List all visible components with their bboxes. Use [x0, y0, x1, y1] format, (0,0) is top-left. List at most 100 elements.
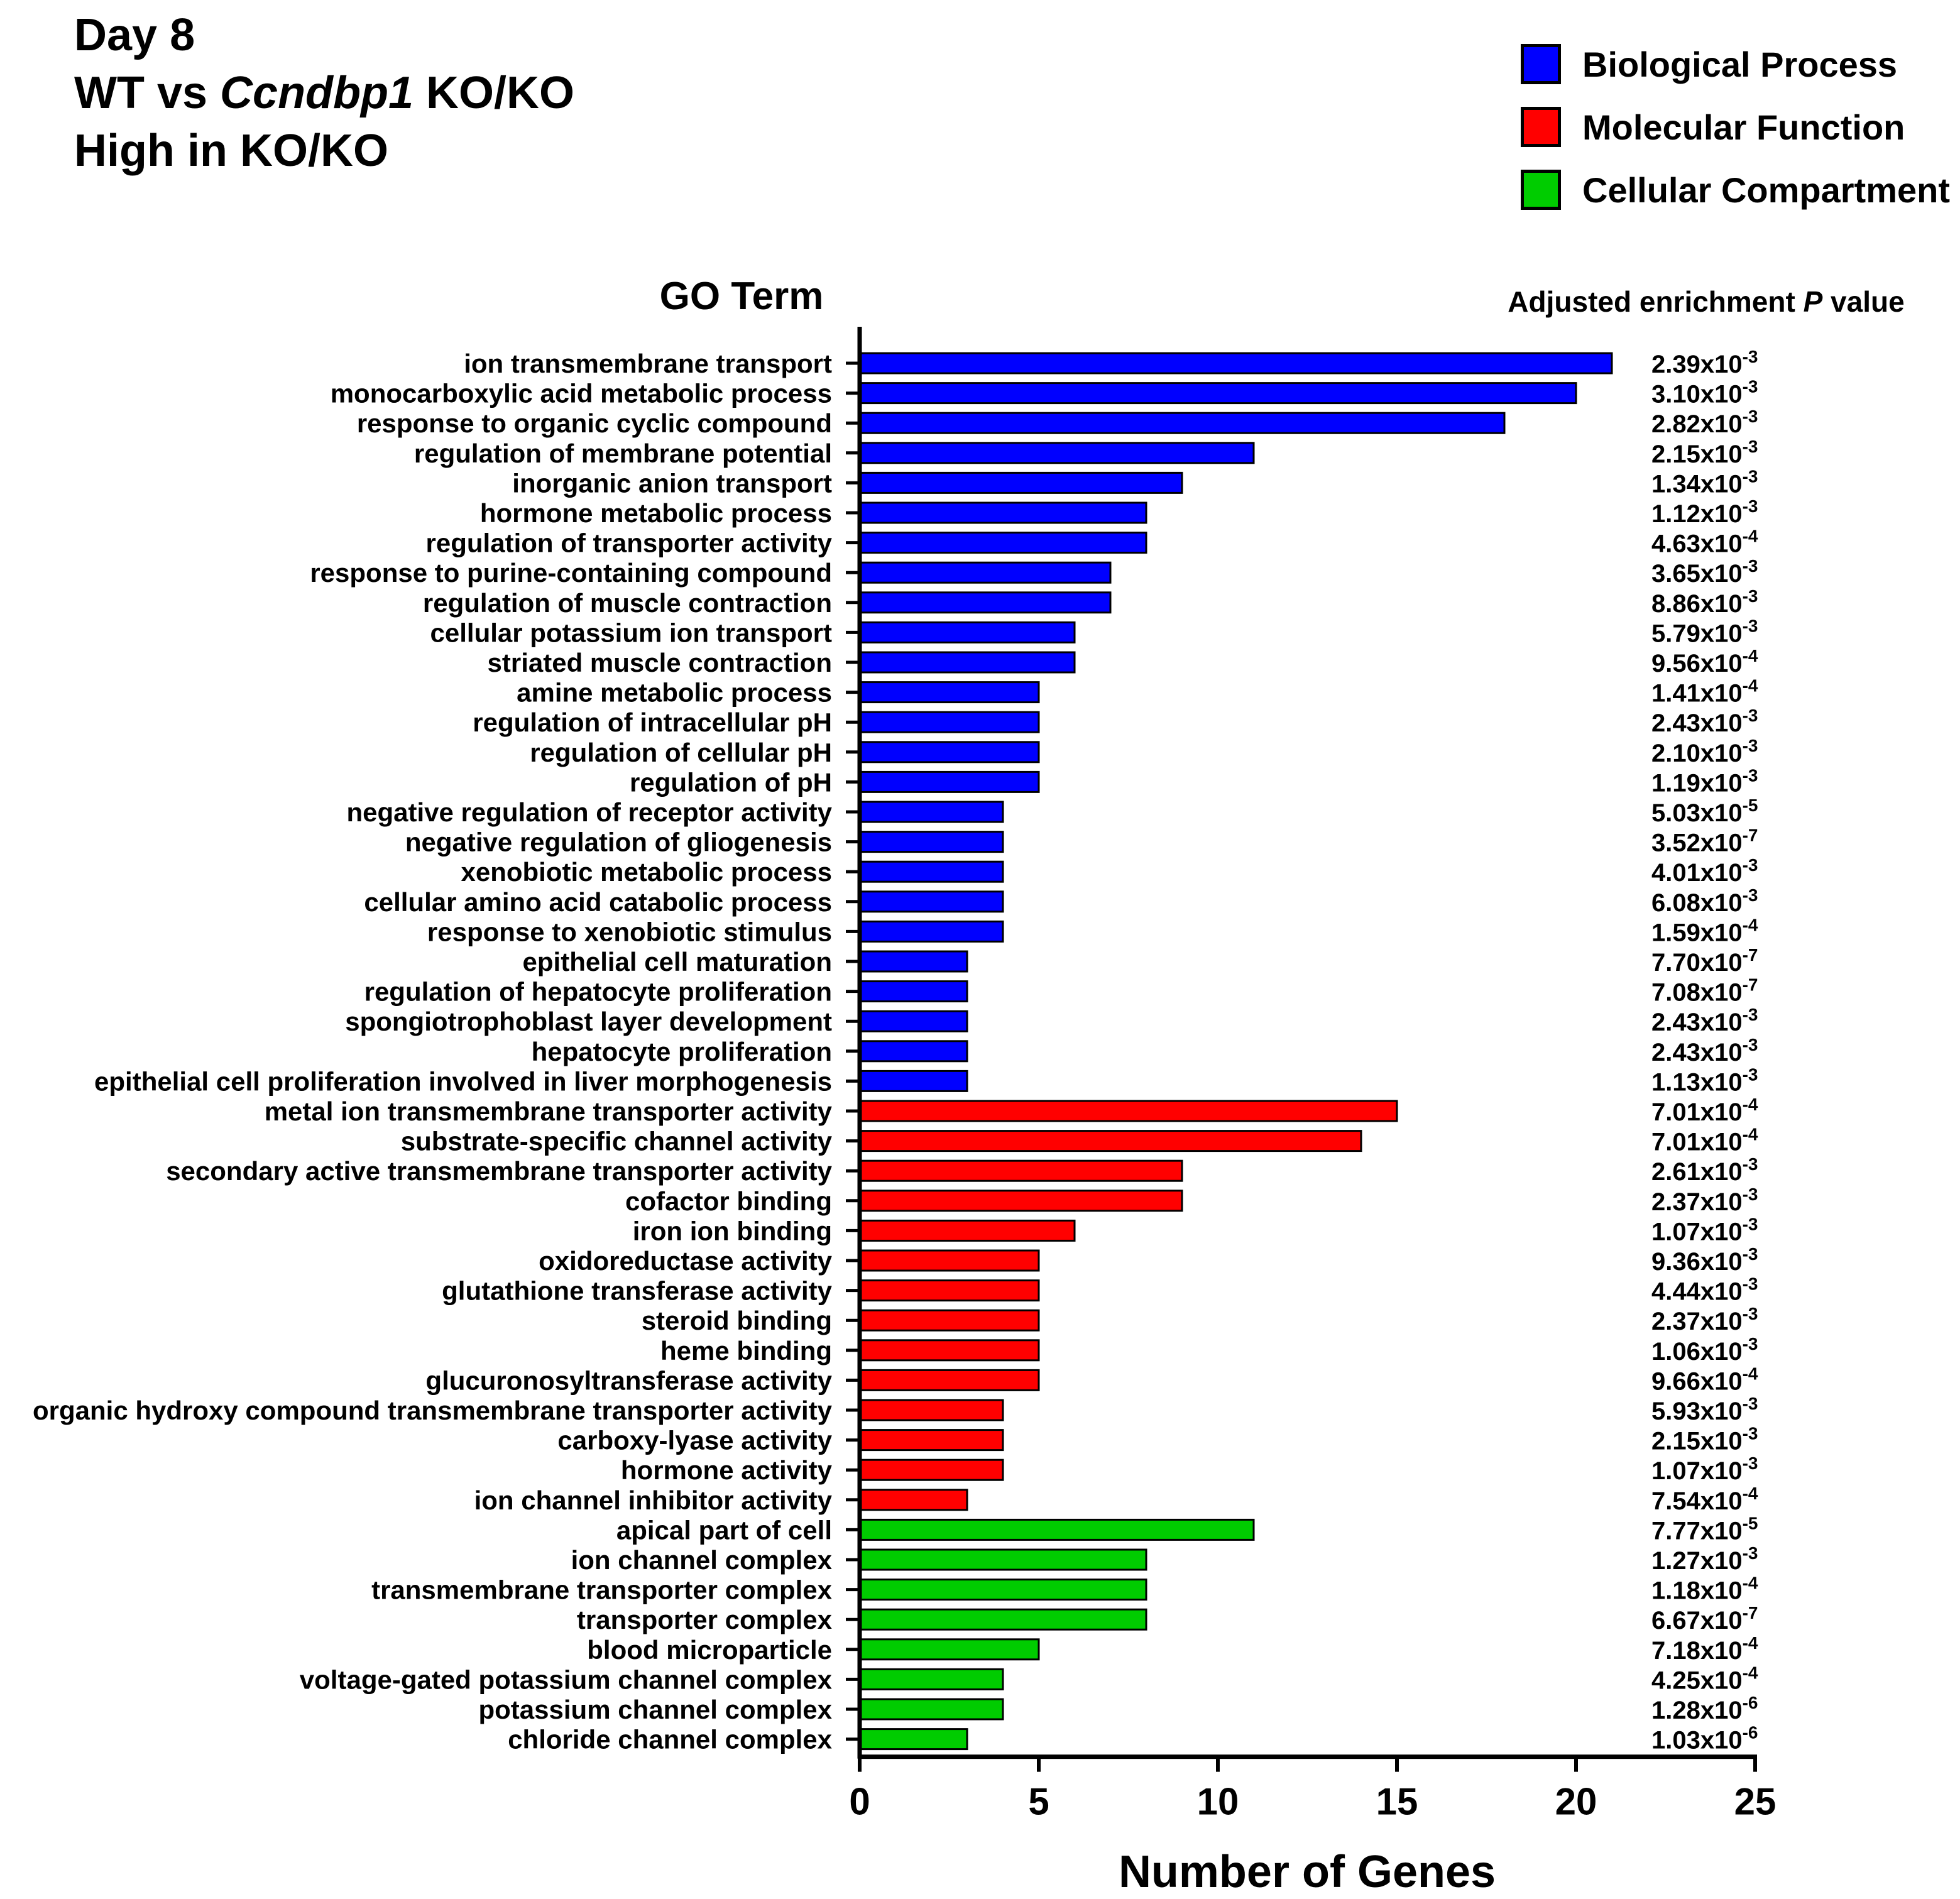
go-term-label: secondary active transmembrane transport…: [166, 1156, 832, 1186]
p-value-label: 2.15x10-3: [1651, 437, 1758, 468]
p-value-label: 1.12x10-3: [1651, 496, 1758, 528]
p-value-exponent: -4: [1743, 1633, 1758, 1653]
p-value-label: 1.34x10-3: [1651, 466, 1758, 498]
bar-row: iron ion binding 1.07x10-3: [633, 1214, 1758, 1245]
bar: [858, 1369, 1040, 1391]
bar-row: glutathione transferase activity 4.44x10-…: [442, 1274, 1758, 1306]
bar: [858, 1458, 1004, 1481]
p-value-label: 2.15x10-3: [1651, 1424, 1758, 1455]
p-value-mantissa: 1.59x10: [1651, 919, 1743, 946]
p-value-exponent: -3: [1743, 377, 1758, 397]
pvalue-header-prefix: Adjusted enrichment: [1508, 285, 1803, 318]
p-value-exponent: -3: [1743, 1005, 1758, 1024]
go-term-label: substrate-specific channel activity: [401, 1127, 833, 1156]
p-value-label: 6.67x10-7: [1651, 1603, 1758, 1634]
p-value-mantissa: 1.18x10: [1651, 1577, 1743, 1605]
legend: Biological Process Molecular Function Ce…: [1521, 33, 1950, 221]
p-value-exponent: -6: [1743, 1693, 1758, 1712]
title-suffix: KO/KO: [413, 68, 575, 118]
title-line-3: High in KO/KO: [74, 126, 388, 176]
p-value-label: 2.61x10-3: [1651, 1154, 1758, 1186]
p-value-exponent: -3: [1743, 466, 1758, 486]
bar-row: ion transmembrane transport 2.39x10-3: [464, 347, 1758, 378]
p-value-exponent: -3: [1743, 1304, 1758, 1323]
p-value-mantissa: 9.56x10: [1651, 650, 1743, 677]
p-value-mantissa: 7.01x10: [1651, 1129, 1743, 1156]
p-value-label: 3.10x10-3: [1651, 377, 1758, 408]
bar-row: potassium channel complex 1.28x10-6: [479, 1693, 1758, 1724]
go-term-label: regulation of hepatocyte proliferation: [364, 977, 832, 1007]
go-term-label: epithelial cell maturation: [523, 947, 832, 977]
bar-row: hepatocyte proliferation 2.43x10-3: [532, 1035, 1758, 1066]
p-value-exponent: -3: [1743, 556, 1758, 576]
p-value-label: 2.43x10-3: [1651, 1005, 1758, 1036]
bar-row: cellular potassium ion transport 5.79x10-…: [430, 616, 1758, 647]
bar-row: amine metabolic process 1.41x10-4: [517, 676, 1758, 708]
bar-row: regulation of intracellular pH 2.43x10-3: [473, 706, 1758, 737]
x-tick-label: 25: [1734, 1781, 1777, 1823]
bar: [858, 801, 1004, 823]
bar-row: response to xenobiotic stimulus 1.59x10-4: [427, 915, 1758, 946]
go-term-label: blood microparticle: [587, 1635, 832, 1665]
p-value-mantissa: 7.08x10: [1651, 979, 1743, 1007]
p-value-mantissa: 1.41x10: [1651, 680, 1743, 708]
pvalue-header-italic: P: [1804, 285, 1823, 318]
bar: [858, 1159, 1183, 1182]
p-value-exponent: -3: [1743, 706, 1758, 725]
pvalue-header-suffix: value: [1822, 285, 1904, 318]
bar: [858, 1608, 1147, 1631]
bar: [858, 1190, 1183, 1212]
bar-row: secondary active transmembrane transport…: [166, 1154, 1758, 1186]
bar-row: regulation of hepatocyte proliferation 7.…: [364, 975, 1758, 1007]
bar: [858, 1579, 1147, 1601]
p-value-mantissa: 3.65x10: [1651, 560, 1743, 588]
title-line-1: Day 8: [74, 10, 195, 60]
p-value-mantissa: 1.03x10: [1651, 1727, 1743, 1754]
p-value-exponent: -3: [1743, 437, 1758, 456]
go-term-label: inorganic anion transport: [512, 468, 832, 498]
p-value-label: 7.54x10-4: [1651, 1484, 1758, 1515]
p-value-exponent: -7: [1743, 1603, 1758, 1623]
bar-row: organic hydroxy compound transmembrane t…: [33, 1394, 1758, 1425]
p-value-mantissa: 2.43x10: [1651, 1039, 1743, 1066]
go-term-label: regulation of pH: [630, 767, 832, 797]
bar-row: chloride channel complex 1.03x10-6: [508, 1723, 1758, 1754]
bar: [858, 770, 1040, 793]
bar: [858, 1100, 1398, 1122]
p-value-exponent: -3: [1743, 736, 1758, 755]
legend-label-molecular-function: Molecular Function: [1582, 107, 1905, 147]
p-value-mantissa: 2.37x10: [1651, 1188, 1743, 1216]
p-value-exponent: -7: [1743, 975, 1758, 995]
p-value-exponent: -3: [1743, 1214, 1758, 1234]
p-value-mantissa: 1.07x10: [1651, 1457, 1743, 1485]
p-value-label: 1.06x10-3: [1651, 1334, 1758, 1365]
go-term-label: carboxy-lyase activity: [557, 1426, 832, 1455]
p-value-mantissa: 2.43x10: [1651, 1009, 1743, 1036]
bar: [858, 1399, 1004, 1421]
p-value-exponent: -6: [1743, 1723, 1758, 1743]
bar-row: carboxy-lyase activity 2.15x10-3: [557, 1424, 1758, 1455]
p-value-mantissa: 5.79x10: [1651, 620, 1743, 647]
p-value-mantissa: 1.19x10: [1651, 769, 1743, 797]
p-value-label: 7.01x10-4: [1651, 1125, 1758, 1156]
go-term-label: transporter complex: [577, 1605, 833, 1634]
go-term-label: xenobiotic metabolic process: [461, 857, 832, 887]
p-value-exponent: -3: [1743, 1154, 1758, 1174]
bar: [858, 1279, 1040, 1302]
go-term-label: regulation of cellular pH: [530, 738, 832, 767]
title-prefix: WT vs: [74, 68, 221, 118]
go-term-label: response to xenobiotic stimulus: [427, 917, 832, 946]
bar-row: regulation of muscle contraction 8.86x10-…: [423, 586, 1758, 618]
go-term-label: apical part of cell: [616, 1515, 832, 1545]
go-term-label: hormone activity: [621, 1455, 833, 1485]
p-value-exponent: -3: [1743, 1035, 1758, 1054]
bar: [858, 1070, 968, 1092]
go-term-label: epithelial cell proliferation involved i…: [94, 1066, 832, 1096]
p-value-mantissa: 9.66x10: [1651, 1367, 1743, 1395]
p-value-exponent: -5: [1743, 796, 1758, 815]
p-value-exponent: -4: [1743, 676, 1758, 696]
p-value-exponent: -4: [1743, 915, 1758, 934]
legend-label-cellular-compartment: Cellular Compartment: [1582, 170, 1950, 210]
p-value-mantissa: 7.18x10: [1651, 1637, 1743, 1665]
chart-title: Day 8 WT vs Ccndbp1 KO/KO High in KO/KO: [74, 6, 574, 180]
